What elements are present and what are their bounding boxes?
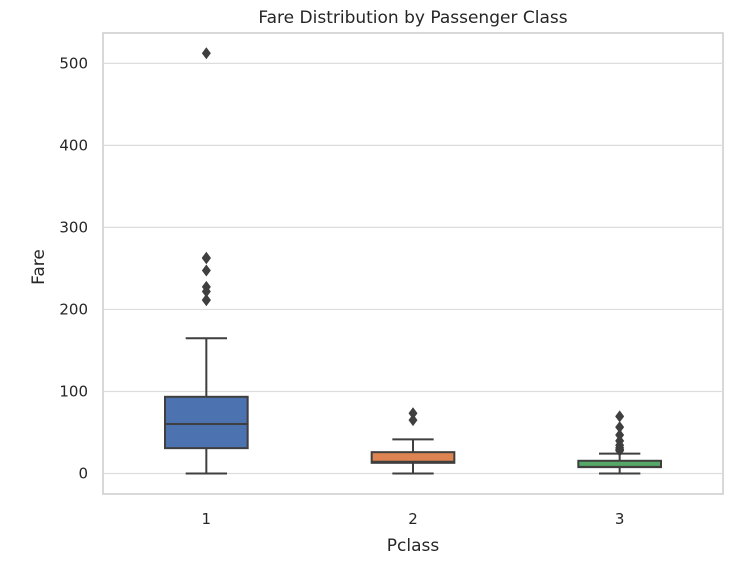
outlier-point-7 [615,421,625,434]
y-axis-title: Fare [29,249,49,285]
y-tick-label-100: 100 [59,382,88,400]
outlier-point-2 [201,294,211,307]
outlier-point-7 [201,251,211,264]
outlier-point-8 [615,410,625,423]
y-tick-label-400: 400 [59,136,88,154]
outlier-point-6 [615,429,625,442]
y-tick-label-200: 200 [59,300,88,318]
x-tick-label-1: 1 [202,510,212,528]
y-axis-ticks: 0 100 200 300 400 500 [59,54,88,482]
y-tick-label-0: 0 [78,464,88,482]
x-tick-label-3: 3 [615,510,625,528]
iqr-box [164,395,249,450]
x-axis-ticks: 1 2 3 [202,510,625,528]
boxes [164,47,662,475]
outlier-point-4 [201,280,211,293]
outlier-point-5 [201,264,211,277]
x-axis-title: Pclass [387,536,440,556]
chart-title: Fare Distribution by Passenger Class [258,8,567,28]
iqr-box [370,451,456,464]
outlier-point-2 [408,407,418,420]
box-group-class-2 [370,407,456,475]
box-group-class-3 [577,410,662,475]
outlier-point-8 [201,47,211,60]
plot-area [102,32,724,495]
y-tick-label-500: 500 [59,54,88,72]
box-group-class-1 [164,47,249,475]
y-tick-label-300: 300 [59,218,88,236]
x-tick-label-2: 2 [408,510,418,528]
outlier-point-1 [408,414,418,427]
